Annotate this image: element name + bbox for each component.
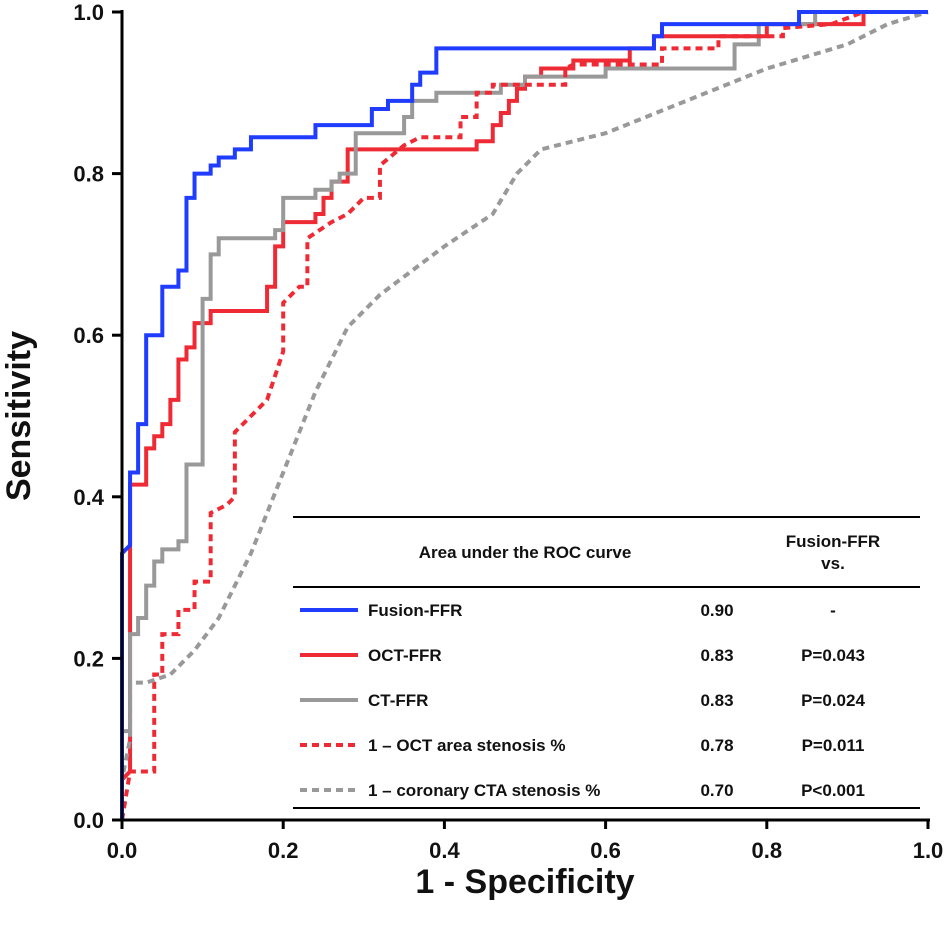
legend-auc-value: 0.83: [700, 646, 733, 665]
legend-series-name: 1 – coronary CTA stenosis %: [368, 781, 600, 800]
y-axis-label: Sensitivity: [0, 331, 38, 501]
legend-series-name: 1 – OCT area stenosis %: [368, 736, 565, 755]
legend-p-value: P=0.043: [801, 646, 865, 665]
x-tick-label: 0.6: [590, 838, 621, 863]
legend-auc-value: 0.78: [700, 736, 733, 755]
legend-series-name: OCT-FFR: [368, 646, 442, 665]
x-tick-label: 0.8: [752, 838, 783, 863]
y-tick-label: 0.0: [73, 808, 104, 833]
y-tick-label: 0.8: [73, 162, 104, 187]
legend-p-value: P=0.011: [802, 736, 865, 755]
y-tick-label: 1.0: [73, 0, 104, 25]
y-tick-label: 0.2: [73, 646, 104, 671]
x-tick-label: 0.4: [429, 838, 460, 863]
legend-series-name: CT-FFR: [368, 691, 428, 710]
x-tick-label: 0.0: [107, 838, 138, 863]
legend-auc-value: 0.90: [700, 601, 733, 620]
x-tick-label: 0.2: [268, 838, 299, 863]
roc-curves: [120, 10, 929, 821]
legend-p-value: P<0.001: [801, 781, 865, 800]
roc-curve-4: [120, 10, 929, 820]
legend-header-comparison-2: vs.: [821, 554, 845, 573]
legend-series-name: Fusion-FFR: [368, 601, 462, 620]
y-tick-label: 0.4: [73, 485, 104, 510]
x-tick-label: 1.0: [913, 838, 944, 863]
legend-auc-value: 0.83: [700, 691, 733, 710]
roc-curve-2: [120, 10, 928, 820]
legend-table: Area under the ROC curve Fusion-FFR vs. …: [293, 516, 920, 809]
legend-header-comparison-1: Fusion-FFR: [786, 532, 880, 551]
x-axis-label: 1 - Specificity: [415, 863, 634, 901]
legend-p-value: -: [830, 601, 836, 620]
roc-curve-0: [120, 10, 928, 820]
legend-header-auc: Area under the ROC curve: [419, 543, 632, 562]
roc-curve-3: [120, 10, 928, 821]
legend-p-value: P=0.024: [801, 691, 865, 710]
legend-rows: Fusion-FFR 0.90 - OCT-FFR 0.83 P=0.043 CT-FFR 0…: [300, 601, 865, 800]
y-tick-label: 0.6: [73, 323, 104, 348]
axis-ticks: 0.0 0.2 0.4 0.6 0.8 1.0 0.0 0.2 0.4 0.6 0.8 1.0: [73, 0, 943, 863]
legend-auc-value: 0.70: [700, 781, 733, 800]
